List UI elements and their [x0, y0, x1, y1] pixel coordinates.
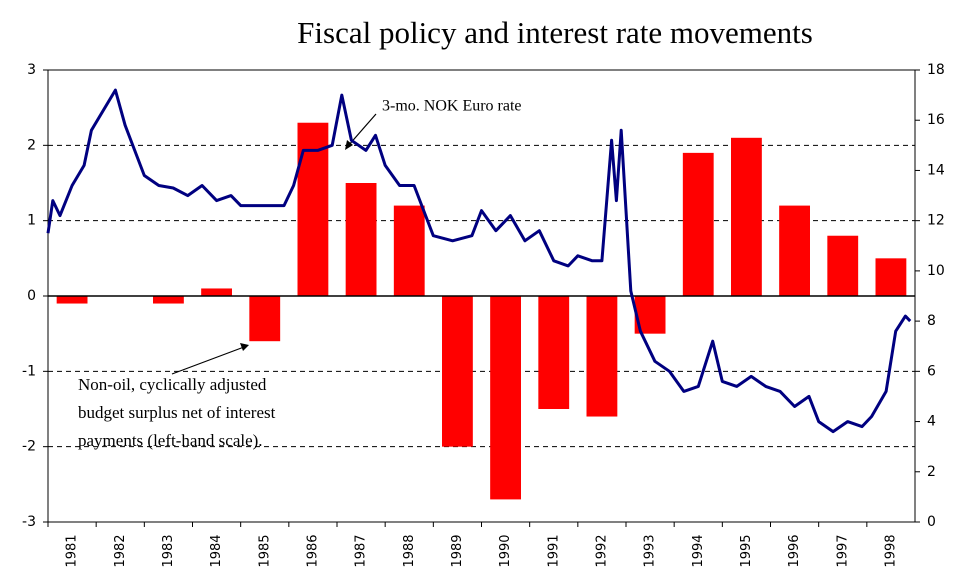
x-tick-label: 1991 — [546, 534, 561, 567]
bar — [827, 235, 859, 296]
y-tick-label: 1 — [27, 213, 36, 229]
x-tick-label: 1997 — [835, 534, 850, 567]
bar — [538, 296, 570, 409]
bar — [682, 152, 714, 296]
y-tick-label: -2 — [22, 439, 36, 455]
y-tick-label: 3 — [27, 62, 36, 78]
bar — [442, 296, 473, 447]
line-annotation: 3-mo. NOK Euro rate — [382, 98, 522, 115]
y2-tick-label: 12 — [927, 213, 945, 229]
y-tick-label: 0 — [27, 288, 36, 304]
x-tick-label: 1986 — [305, 534, 320, 567]
y2-tick-label: 2 — [927, 464, 936, 480]
bar — [153, 296, 184, 304]
y-tick-label: 2 — [27, 137, 36, 153]
bar-annotation: budget surplus net of interest — [78, 403, 276, 422]
y-tick-label: -1 — [22, 363, 36, 379]
x-tick-label: 1990 — [498, 534, 513, 567]
chart-title: Fiscal policy and interest rate movement… — [297, 15, 813, 50]
x-tick-label: 1998 — [883, 534, 898, 567]
x-tick-label: 1984 — [209, 534, 224, 567]
x-tick-label: 1992 — [594, 534, 609, 567]
y2-tick-label: 6 — [927, 363, 936, 379]
x-tick-label: 1993 — [643, 534, 658, 567]
x-tick-label: 1981 — [65, 534, 80, 567]
bar — [875, 258, 907, 296]
x-tick-label: 1995 — [739, 534, 754, 567]
y2-tick-label: 14 — [927, 162, 945, 178]
x-tick-label: 1988 — [402, 534, 417, 567]
y2-tick-label: 18 — [927, 62, 945, 78]
bar — [249, 296, 281, 342]
plot-frame — [47, 69, 916, 523]
x-tick-label: 1994 — [691, 534, 706, 567]
y2-tick-label: 8 — [927, 313, 936, 329]
bar — [490, 296, 521, 500]
x-tick-label: 1996 — [787, 534, 802, 567]
bar — [345, 183, 377, 296]
x-tick-label: 1989 — [450, 534, 465, 567]
y2-tick-label: 16 — [927, 112, 945, 128]
bar — [393, 205, 425, 296]
bar — [779, 205, 810, 296]
x-tick-label: 1985 — [257, 534, 272, 567]
bar-annotation: Non-oil, cyclically adjusted — [78, 375, 267, 394]
y2-tick-label: 0 — [927, 514, 936, 530]
bar — [201, 288, 232, 296]
bar — [731, 137, 762, 296]
bar — [56, 296, 88, 304]
y2-tick-label: 4 — [927, 414, 936, 430]
y-tick-label: -3 — [22, 514, 36, 530]
rate-line — [46, 88, 912, 434]
bar — [586, 296, 618, 417]
annotation-arrow — [171, 346, 245, 375]
x-tick-label: 1987 — [354, 534, 369, 567]
y2-tick-label: 10 — [927, 263, 945, 279]
arrow-head — [240, 343, 249, 351]
bar-annotation: payments (left-hand scale). — [78, 431, 263, 450]
x-tick-label: 1982 — [113, 534, 128, 567]
x-tick-label: 1983 — [161, 534, 176, 567]
